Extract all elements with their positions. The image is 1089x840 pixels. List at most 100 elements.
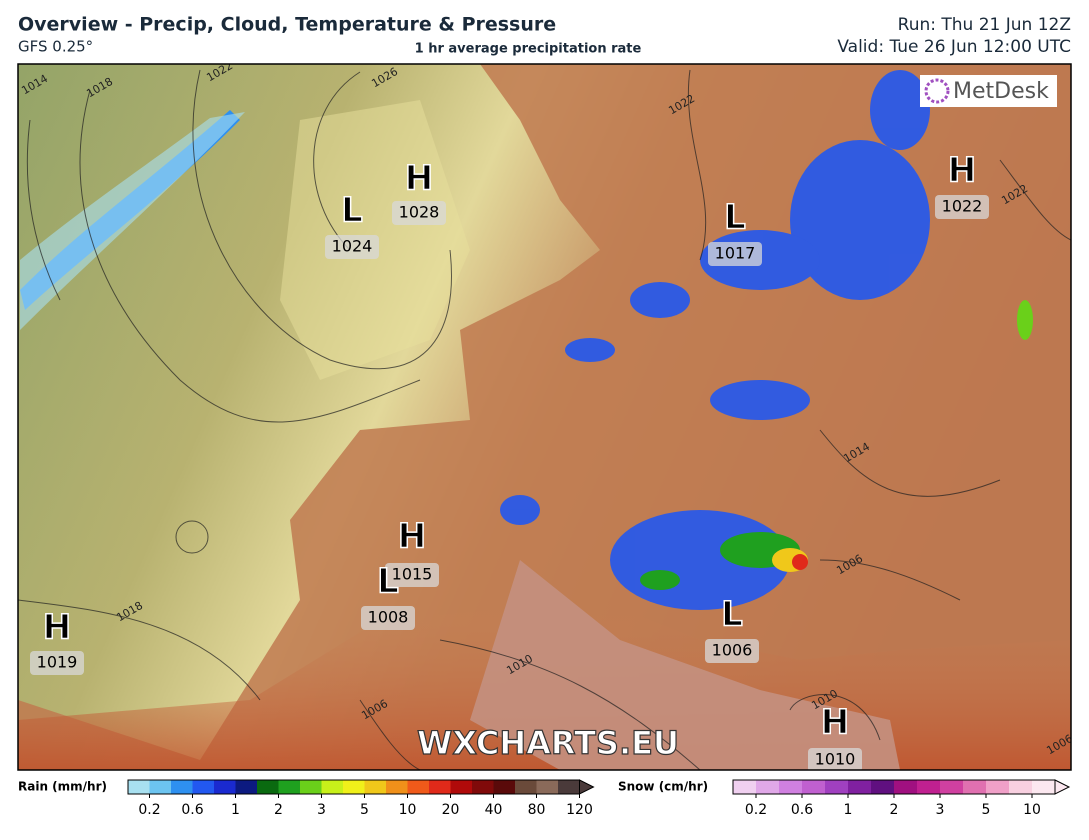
snow-tick-label: 10 xyxy=(1023,802,1041,818)
pressure-center-type: H xyxy=(405,159,433,199)
rain-tick-label: 0.6 xyxy=(181,802,203,818)
snow-color-segment xyxy=(917,780,941,794)
snow-tick-label: 0.6 xyxy=(791,802,813,818)
legend: 0.2 0.6 1 2 3 5 10 20 40 80 120 0.2 0.6 1 2 3 5 10 xyxy=(127,779,1071,818)
pressure-layer: H1028L1024H1022L1017H1015L1008H1019L1006… xyxy=(30,150,989,770)
rain-tick-label: 3 xyxy=(317,802,326,818)
rain-color-segment xyxy=(386,780,408,794)
pressure-center-type: H xyxy=(43,608,71,648)
pressure-value-box xyxy=(705,639,759,663)
snow-color-segment xyxy=(894,780,918,794)
precip-band xyxy=(20,112,245,330)
snow-tick-label: 5 xyxy=(982,802,991,818)
snow-color-segment xyxy=(802,780,826,794)
snow-tick-label: 1 xyxy=(844,802,853,818)
pressure-value-box xyxy=(385,563,439,587)
pressure-center-type: H xyxy=(398,517,426,557)
rain-color-frame xyxy=(127,779,580,795)
pressure-center-value: 1015 xyxy=(392,565,433,584)
rain-color-segment xyxy=(450,780,473,794)
snow-color-segment xyxy=(733,780,757,794)
rain-color-segment xyxy=(536,780,559,794)
pressure-center-type: H xyxy=(821,703,849,743)
watermark: WXCHARTS.EU xyxy=(417,724,679,762)
rain-color-segment xyxy=(493,780,516,794)
pressure-value-box xyxy=(361,606,415,630)
rain-color-segment xyxy=(364,780,387,794)
rain-color-segment xyxy=(472,780,494,794)
rain-color-segment xyxy=(558,780,580,794)
snow-color-segment xyxy=(1032,780,1056,794)
rain-color-segment xyxy=(407,780,430,794)
snow-color-segment xyxy=(940,780,964,794)
rain-tick-label: 40 xyxy=(485,802,503,818)
pressure-center-value: 1028 xyxy=(399,203,440,222)
snow-color-segment xyxy=(963,780,987,794)
snow-color-segment xyxy=(825,780,849,794)
rain-tick-label: 80 xyxy=(528,802,546,818)
rain-color-segment xyxy=(257,780,279,794)
rain-color-segment xyxy=(214,780,236,794)
pressure-value-box xyxy=(808,748,862,770)
run-time: Run: Thu 21 Jun 12Z xyxy=(898,15,1071,35)
heavy-precip xyxy=(640,300,1033,590)
pressure-center-type: L xyxy=(341,191,363,231)
pressure-value-box xyxy=(935,195,989,219)
rain-color-segment xyxy=(128,780,150,794)
pressure-center-value: 1017 xyxy=(715,244,756,263)
pressure-center-type: L xyxy=(377,562,399,602)
valid-time: Valid: Tue 26 Jun 12:00 UTC xyxy=(837,37,1071,57)
rain-color-segment xyxy=(343,780,365,794)
title: Overview - Precip, Cloud, Temperature & … xyxy=(18,14,556,36)
mediterranean xyxy=(470,560,900,770)
snow-tick-label: 0.2 xyxy=(745,802,767,818)
rain-tick-label: 10 xyxy=(399,802,417,818)
pressure-center-value: 1024 xyxy=(332,237,373,256)
isobars xyxy=(18,69,1071,770)
pressure-center-value: 1008 xyxy=(368,608,409,627)
logo-icon xyxy=(924,78,950,104)
pressure-center-value: 1022 xyxy=(942,197,983,216)
rain-color-segment xyxy=(192,780,215,794)
rain-color-segment xyxy=(149,780,172,794)
pressure-center-value: 1010 xyxy=(815,750,856,769)
pressure-value-box xyxy=(392,201,446,225)
rain-tick-label: 120 xyxy=(566,802,593,818)
pressure-center-value: 1006 xyxy=(712,641,753,660)
snow-legend-label: Snow (cm/hr) xyxy=(618,780,708,794)
pressure-value-box xyxy=(325,235,379,259)
rain-tick-label: 5 xyxy=(360,802,369,818)
model: GFS 0.25° xyxy=(18,38,93,56)
rain-tick-label: 1 xyxy=(231,802,240,818)
pressure-center-type: L xyxy=(724,198,746,238)
snow-color-segment xyxy=(871,780,895,794)
pressure-center-type: L xyxy=(721,595,743,635)
rain-tick-label: 0.2 xyxy=(138,802,160,818)
pressure-center-type: H xyxy=(948,151,976,191)
pressure-value-box xyxy=(30,651,84,675)
snow-color-arrow xyxy=(1054,779,1071,795)
rain-color-segment xyxy=(235,780,258,794)
snow-color-segment xyxy=(756,780,780,794)
snow-color-segment xyxy=(1009,780,1033,794)
subtitle: 1 hr average precipitation rate xyxy=(415,42,642,57)
logo: MetDesk xyxy=(953,79,1049,104)
map-frame xyxy=(17,63,1072,771)
rain-color-segment xyxy=(278,780,301,794)
rain-color-segment xyxy=(429,780,451,794)
snow-color-segment xyxy=(848,780,872,794)
snow-color-segment xyxy=(779,780,803,794)
rain-color-segment xyxy=(300,780,322,794)
rain-tick-label: 20 xyxy=(442,802,460,818)
rain-legend-label: Rain (mm/hr) xyxy=(18,780,107,794)
pressure-center-value: 1019 xyxy=(37,653,78,672)
snow-color-segment xyxy=(986,780,1010,794)
snow-tick-label: 3 xyxy=(936,802,945,818)
rain-tick-label: 2 xyxy=(274,802,283,818)
rain-color-segment xyxy=(515,780,537,794)
rain-color-segment xyxy=(321,780,344,794)
pressure-value-box xyxy=(708,242,762,266)
rain-color-segment xyxy=(171,780,193,794)
